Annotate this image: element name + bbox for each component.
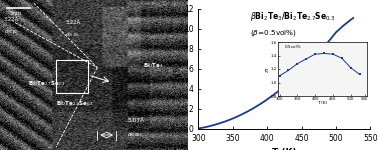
Text: 3.22Å: 3.22Å bbox=[4, 17, 19, 22]
Text: $\beta$Bi$_2$Te$_3$/Bi$_2$Te$_{2.7}$Se$_{0.3}$: $\beta$Bi$_2$Te$_3$/Bi$_2$Te$_{2.7}$Se$_… bbox=[250, 10, 336, 23]
Text: $d_{(015)}$: $d_{(015)}$ bbox=[65, 31, 81, 39]
Y-axis label: ZT: ZT bbox=[266, 66, 270, 72]
Text: 3.22Å: 3.22Å bbox=[65, 20, 81, 25]
Bar bbox=[56, 60, 88, 93]
Y-axis label: η(%): η(%) bbox=[174, 58, 183, 80]
X-axis label: T (K): T (K) bbox=[317, 101, 327, 105]
Text: $d_{(015)}$: $d_{(015)}$ bbox=[4, 28, 19, 36]
X-axis label: T (K): T (K) bbox=[272, 148, 297, 150]
Text: ($\beta$=0.5vol%): ($\beta$=0.5vol%) bbox=[250, 28, 297, 38]
Text: Bi$_2$Te$_{2.7}$Se$_{0.3}$: Bi$_2$Te$_{2.7}$Se$_{0.3}$ bbox=[56, 99, 94, 108]
Text: 0.5vol%: 0.5vol% bbox=[285, 45, 301, 49]
Text: $d_{(006)}$: $d_{(006)}$ bbox=[127, 131, 143, 139]
Text: 5.07Å: 5.07Å bbox=[127, 117, 144, 123]
Text: Bi$_2$Te$_3$: Bi$_2$Te$_3$ bbox=[143, 61, 164, 70]
Text: Bi$_2$Te$_{2.7}$Se$_{0.3}$: Bi$_2$Te$_{2.7}$Se$_{0.3}$ bbox=[28, 80, 66, 88]
Text: 5nm: 5nm bbox=[9, 11, 22, 16]
